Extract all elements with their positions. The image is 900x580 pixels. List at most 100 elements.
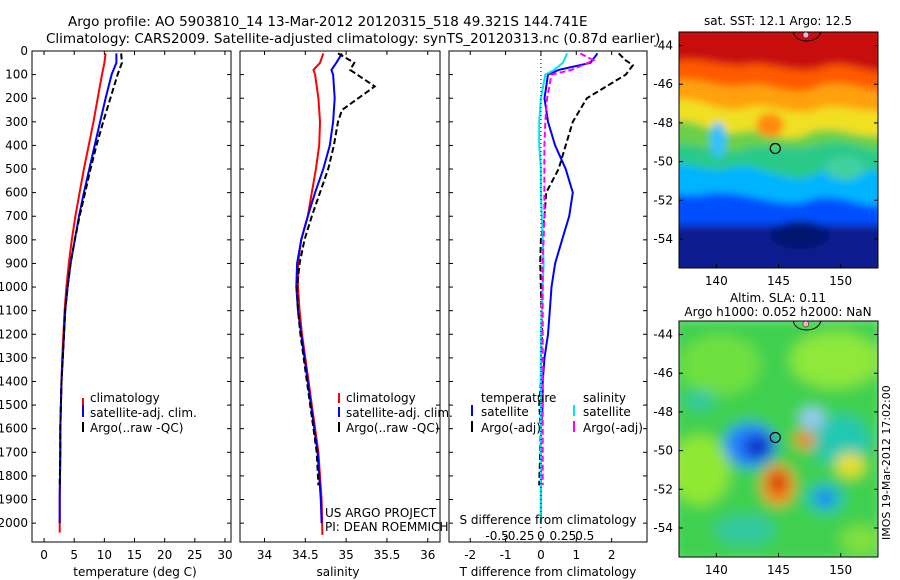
figure-title-line2: Climatology: CARS2009. Satellite-adjuste… xyxy=(46,31,660,47)
map-y-tick-label: -54 xyxy=(653,521,673,535)
series-line-argo-raw-qc- xyxy=(296,52,377,486)
tasmania-coast xyxy=(792,320,822,331)
salinity-xlabel: salinity xyxy=(316,565,359,579)
x-tick-label: 36 xyxy=(420,548,435,562)
y-tick-label: 1900 xyxy=(0,493,28,507)
difference-xlabel: T difference from climatology xyxy=(459,565,637,579)
land-patch xyxy=(802,320,810,328)
x-tick-label: 5 xyxy=(70,548,78,562)
map-y-tick-label: -48 xyxy=(653,405,673,419)
x2-tick-label: -0.25 xyxy=(503,529,534,543)
x-tick-label: 35.5 xyxy=(374,548,401,562)
x-tick-label: 25 xyxy=(187,548,202,562)
map-y-tick-label: -52 xyxy=(653,193,673,207)
legend-argo: Argo(..raw -QC) xyxy=(346,421,439,435)
map-x-tick-label: 140 xyxy=(705,563,728,577)
map-x-tick-label: 145 xyxy=(767,274,790,288)
map-y-tick-label: -54 xyxy=(653,232,673,246)
map-x-tick-label: 150 xyxy=(829,274,852,288)
y-tick-label: 1600 xyxy=(0,422,28,436)
x-tick-label: 34 xyxy=(257,548,272,562)
series-line-satellite xyxy=(538,52,569,524)
legend-t-argo: Argo(-adj) xyxy=(481,421,541,435)
series-group xyxy=(295,52,377,535)
sst-map xyxy=(679,32,878,268)
y-tick-label: 1800 xyxy=(0,469,28,483)
y-tick-label: 700 xyxy=(5,209,28,223)
y-tick-label: 100 xyxy=(5,68,28,82)
x-tick-label: 10 xyxy=(97,548,112,562)
y-tick-label: 2000 xyxy=(0,516,28,530)
y-tick-label: 400 xyxy=(5,138,28,152)
temperature-xlabel: temperature (deg C) xyxy=(73,565,196,579)
pi-note: PI: DEAN ROEMMICH xyxy=(325,520,448,534)
sla-map-title: Altim. SLA: 0.11 xyxy=(730,291,826,305)
argo-location-marker xyxy=(769,142,781,155)
x2-tick-label: 0.25 xyxy=(549,529,576,543)
map-y-tick-label: -46 xyxy=(653,366,673,380)
x-tick-label: -2 xyxy=(464,548,476,562)
sla-map-subtitle: Argo h1000: 0.052 h2000: NaN xyxy=(684,305,871,319)
x-tick-label: 0 xyxy=(537,548,545,562)
series-line-argo-adj- xyxy=(541,52,596,486)
x-tick-label: 15 xyxy=(127,548,142,562)
map-y-tick-label: -44 xyxy=(653,39,673,53)
y-tick-label: 800 xyxy=(5,233,28,247)
salinity-panel-frame xyxy=(239,50,441,543)
legend-s-argo: Argo(-adj) xyxy=(583,421,643,435)
salinity-legend: climatology satellite-adj. clim. Argo(..… xyxy=(338,391,453,435)
temperature-panel-frame xyxy=(31,50,232,543)
x-tick-label: 2 xyxy=(608,548,616,562)
y-tick-label: 900 xyxy=(5,256,28,270)
series-group xyxy=(58,53,123,533)
legend-title-temperature: temperature xyxy=(481,391,556,405)
sla-map xyxy=(679,321,878,557)
x2-tick-label: -0.5 xyxy=(485,529,508,543)
argo-location-marker xyxy=(769,431,781,444)
map-y-tick-label: -50 xyxy=(653,444,673,458)
map-y-tick-label: -46 xyxy=(653,77,673,91)
y-tick-label: 1400 xyxy=(0,374,28,388)
x-tick-label: 1 xyxy=(572,548,580,562)
difference-legend: temperature salinity satellite Argo(-adj… xyxy=(471,391,643,435)
legend-s-satellite: satellite xyxy=(583,405,631,419)
legend-climatology: climatology xyxy=(346,391,416,405)
difference-panel-frame xyxy=(448,50,648,543)
legend-title-salinity: salinity xyxy=(583,391,626,405)
tasmania-coast xyxy=(792,31,822,42)
map-x-tick-label: 145 xyxy=(767,563,790,577)
x-tick-label: 0 xyxy=(40,548,48,562)
map-x-tick-label: 150 xyxy=(829,563,852,577)
legend-t-satellite: satellite xyxy=(481,405,529,419)
y-tick-label: 200 xyxy=(5,91,28,105)
legend-argo: Argo(..raw -QC) xyxy=(90,421,183,435)
sst-map-title: sat. SST: 12.1 Argo: 12.5 xyxy=(704,14,852,28)
difference-xlabel-salinity: S difference from climatology xyxy=(460,513,637,527)
project-note: US ARGO PROJECT xyxy=(325,506,437,520)
y-tick-label: 1500 xyxy=(0,398,28,412)
map-y-tick-label: -48 xyxy=(653,116,673,130)
temperature-legend: climatology satellite-adj. clim. Argo(..… xyxy=(82,391,197,435)
x-tick-label: 34.5 xyxy=(292,548,319,562)
figure-title-line1: Argo profile: AO 5903810_14 13-Mar-2012 … xyxy=(68,14,588,30)
y-tick-label: 1300 xyxy=(0,351,28,365)
series-line-satellite-adj-clim- xyxy=(295,52,343,524)
map-y-tick-label: -52 xyxy=(653,482,673,496)
y-tick-label: 500 xyxy=(5,162,28,176)
x-tick-label: 35 xyxy=(338,548,353,562)
x-tick-label: 20 xyxy=(157,548,172,562)
map-y-tick-label: -44 xyxy=(653,328,673,342)
imos-timestamp: IMOS 19-Mar-2012 17:02:00 xyxy=(880,385,893,540)
legend-satellite-clim: satellite-adj. clim. xyxy=(346,406,453,420)
land-patch xyxy=(802,31,810,39)
x-tick-label: 30 xyxy=(217,548,232,562)
y-tick-label: 300 xyxy=(5,115,28,129)
y-tick-label: 1700 xyxy=(0,445,28,459)
x2-tick-label: 0.5 xyxy=(575,529,594,543)
map-y-tick-label: -50 xyxy=(653,155,673,169)
y-tick-label: 1200 xyxy=(0,327,28,341)
map-x-tick-label: 140 xyxy=(705,274,728,288)
series-line-argo-raw-qc- xyxy=(58,53,123,486)
legend-satellite-clim: satellite-adj. clim. xyxy=(90,406,197,420)
